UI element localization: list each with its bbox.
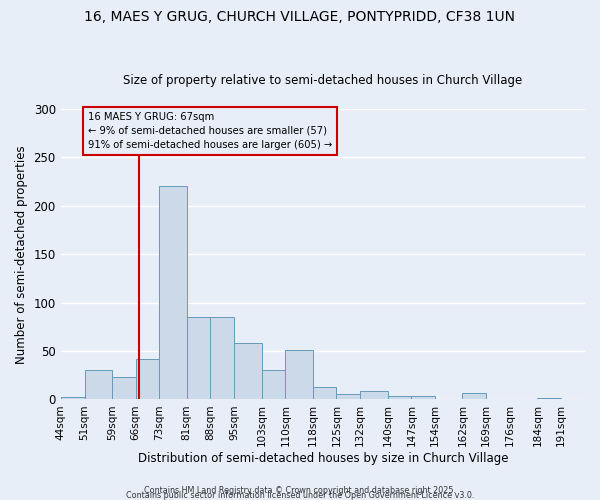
Bar <box>235 344 262 400</box>
Bar <box>337 394 360 400</box>
Text: Contains public sector information licensed under the Open Government Licence v3: Contains public sector information licen… <box>126 491 474 500</box>
Bar <box>538 398 561 400</box>
Bar <box>360 390 388 400</box>
Bar <box>136 359 160 400</box>
Bar <box>160 186 187 400</box>
Bar <box>388 396 412 400</box>
Bar <box>262 370 286 400</box>
Bar <box>463 392 486 400</box>
Text: 16, MAES Y GRUG, CHURCH VILLAGE, PONTYPRIDD, CF38 1UN: 16, MAES Y GRUG, CHURCH VILLAGE, PONTYPR… <box>85 10 515 24</box>
Bar <box>313 387 337 400</box>
Bar <box>112 377 136 400</box>
Title: Size of property relative to semi-detached houses in Church Village: Size of property relative to semi-detach… <box>123 74 523 87</box>
Y-axis label: Number of semi-detached properties: Number of semi-detached properties <box>15 145 28 364</box>
Text: 16 MAES Y GRUG: 67sqm
← 9% of semi-detached houses are smaller (57)
91% of semi-: 16 MAES Y GRUG: 67sqm ← 9% of semi-detac… <box>88 112 332 150</box>
Bar <box>61 396 85 400</box>
Bar <box>412 396 435 400</box>
Text: Contains HM Land Registry data © Crown copyright and database right 2025.: Contains HM Land Registry data © Crown c… <box>144 486 456 495</box>
Bar <box>286 350 313 400</box>
Bar <box>85 370 112 400</box>
X-axis label: Distribution of semi-detached houses by size in Church Village: Distribution of semi-detached houses by … <box>137 452 508 465</box>
Bar <box>187 317 211 400</box>
Bar <box>211 317 235 400</box>
